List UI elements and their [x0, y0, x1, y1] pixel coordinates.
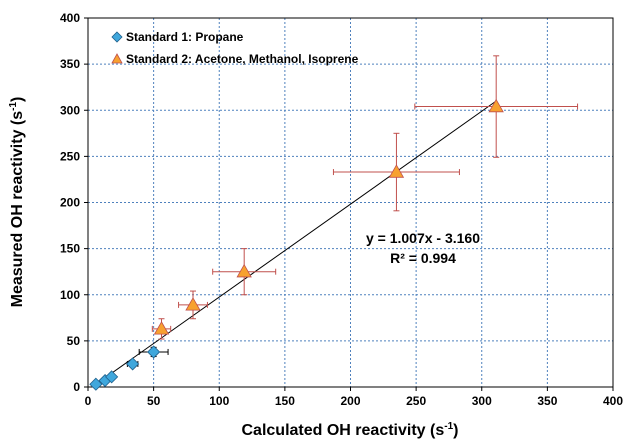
data-point-propane	[126, 357, 140, 371]
x-tick-label: 250	[406, 394, 426, 408]
y-tick-label: 200	[60, 196, 80, 210]
x-tick-label: 0	[85, 394, 92, 408]
legend-label-propane: Standard 1: Propane	[126, 30, 244, 44]
x-axis-label: Calculated OH reactivity (s-1)	[242, 421, 459, 439]
fit-r-squared: R² = 0.994	[390, 250, 456, 266]
x-tick-label: 200	[340, 394, 360, 408]
y-tick-label: 300	[60, 103, 80, 117]
data-point-standard-2	[388, 164, 405, 178]
data-point-propane	[105, 370, 119, 384]
legend-marker-propane	[111, 31, 123, 43]
legend: Standard 1: Propane Standard 2: Acetone,…	[111, 30, 359, 66]
legend-label-standard-2: Standard 2: Acetone, Methanol, Isoprene	[126, 52, 359, 66]
data-point-propane	[89, 377, 103, 391]
legend-marker-standard-2	[111, 53, 123, 64]
data-point-standard-2	[153, 321, 170, 335]
markers	[89, 98, 504, 391]
y-tick-label: 250	[60, 149, 80, 163]
y-tick-label: 350	[60, 57, 80, 71]
x-tick-label: 300	[472, 394, 492, 408]
axis-ticks: 0 50 100 150 200 250 300 350 400 0 50 100 150 200 250 3…	[60, 11, 623, 408]
x-tick-label: 100	[209, 394, 229, 408]
y-tick-label: 150	[60, 242, 80, 256]
data-point-propane	[147, 345, 161, 359]
x-tick-label: 50	[147, 394, 161, 408]
y-axis-label: Measured OH reactivity (s-1)	[8, 97, 26, 308]
data-point-standard-2	[185, 297, 201, 311]
y-tick-label: 50	[67, 334, 81, 348]
x-tick-label: 400	[603, 394, 623, 408]
fit-equation: y = 1.007x - 3.160	[366, 230, 480, 246]
grid	[88, 18, 613, 387]
y-tick-label: 100	[60, 288, 80, 302]
x-tick-label: 350	[537, 394, 557, 408]
x-tick-label: 150	[275, 394, 295, 408]
data-point-standard-2	[236, 263, 252, 278]
y-tick-label: 400	[60, 11, 80, 25]
y-tick-label: 0	[73, 380, 80, 394]
data-point-standard-2	[488, 98, 504, 113]
